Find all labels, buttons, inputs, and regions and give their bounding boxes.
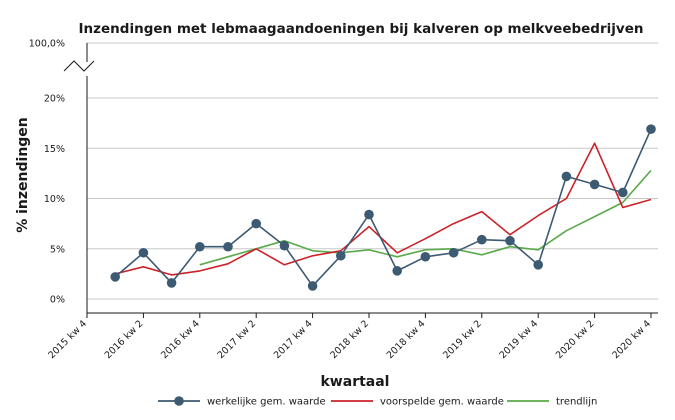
grid [87, 42, 658, 300]
series-2 [199, 169, 652, 266]
legend-label: voorspelde gem. waarde [380, 397, 504, 408]
x-tick-label: 2019 kw 4 [498, 318, 541, 361]
data-point [223, 241, 233, 252]
y-axis-title: % inzendingen [15, 117, 31, 233]
series-1 [115, 142, 652, 276]
y-tick-label: 5% [50, 244, 65, 255]
series-layer [110, 124, 656, 291]
legend: werkelijke gem. waarde voorspelde gem. wa… [158, 396, 597, 408]
legend-marker [174, 396, 184, 406]
chart-title: Inzendingen met lebmaagaandoeningen bij … [79, 21, 644, 37]
data-point [336, 250, 346, 261]
data-point [561, 171, 572, 182]
x-tick-label: 2020 kw 4 [610, 318, 653, 361]
series-line [199, 169, 652, 266]
x-tick-label: 2017 kw 4 [272, 318, 315, 361]
y-tick-label: 0% [50, 295, 65, 306]
legend-item: werkelijke gem. waarde [158, 396, 326, 408]
y-tick-label: 100,0% [29, 39, 65, 50]
y-axis: 0% 5% 10% 15% 20% 100,0% [29, 39, 95, 313]
series-line [114, 128, 652, 287]
x-axis-title: kwartaal [321, 374, 390, 390]
legend-item: trendlijn [507, 397, 597, 408]
y-tick-label: 15% [44, 144, 65, 155]
series-0 [110, 124, 656, 291]
legend-item: voorspelde gem. waarde [331, 397, 504, 408]
x-tick-label: 2018 kw 2 [328, 318, 371, 361]
data-point [110, 272, 120, 282]
data-point [307, 281, 318, 291]
data-point [589, 179, 600, 190]
data-point [392, 266, 403, 276]
x-tick-label: 2015 kw 4 [46, 318, 89, 361]
legend-label: trendlijn [556, 397, 597, 408]
data-point [533, 260, 543, 270]
x-tick-label: 2017 kw 2 [216, 318, 259, 361]
data-point [251, 218, 261, 229]
data-point [195, 241, 205, 252]
x-tick-label: 2016 kw 4 [159, 318, 202, 361]
legend-label: werkelijke gem. waarde [207, 397, 326, 408]
x-tick-label: 2019 kw 2 [441, 318, 484, 361]
data-point [138, 247, 149, 258]
data-point [646, 124, 656, 134]
series-line [115, 142, 652, 276]
data-point [166, 278, 177, 288]
data-point [505, 235, 515, 246]
data-point [477, 234, 487, 245]
x-tick-label: 2016 kw 2 [103, 318, 146, 361]
x-axis: 2015 kw 4 2016 kw 2 2016 kw 4 2017 kw 2 2017… [46, 312, 658, 361]
y-tick-label: 10% [44, 194, 65, 205]
axis-break-mark [63, 60, 95, 72]
axis-break-gap [85, 62, 89, 76]
y-tick-label: 20% [44, 94, 65, 105]
data-point [279, 240, 290, 251]
data-point [420, 251, 431, 262]
x-tick-label: 2020 kw 2 [554, 318, 597, 361]
data-point [364, 209, 374, 220]
data-point [448, 247, 459, 258]
x-tick-label: 2018 kw 4 [385, 318, 428, 361]
data-point [618, 187, 628, 198]
